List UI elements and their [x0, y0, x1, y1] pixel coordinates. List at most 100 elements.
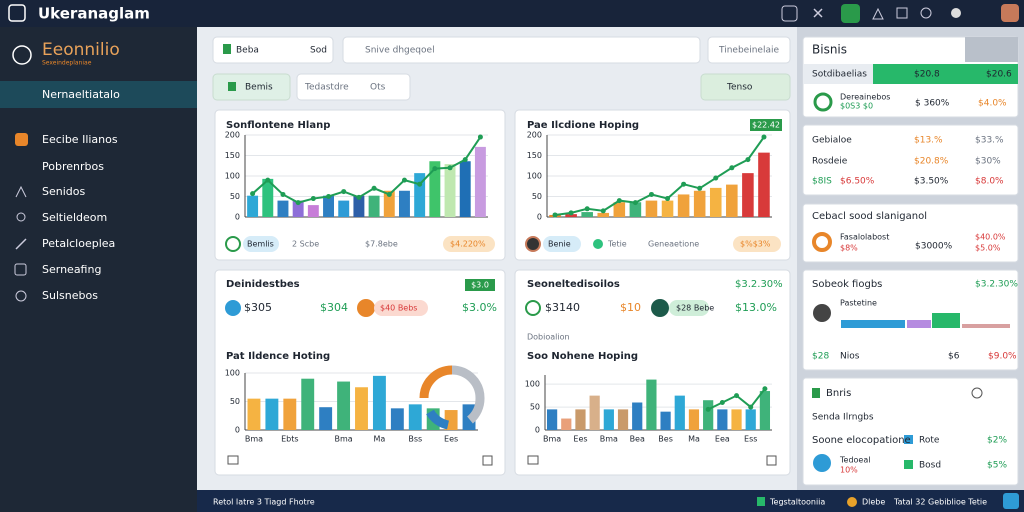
bar	[265, 398, 279, 430]
search[interactable]	[965, 37, 1018, 62]
tab[interactable]	[212, 73, 291, 101]
line-point	[600, 208, 606, 214]
subtitle: Pat Ildence Hoting	[226, 351, 330, 362]
icon[interactable]	[872, 7, 884, 20]
tagline: Sexeindeplaniae	[42, 60, 92, 67]
bar	[645, 200, 658, 217]
filter[interactable]	[296, 73, 411, 101]
bar	[726, 184, 738, 217]
nav-icon	[15, 185, 27, 198]
y-tick-label: 50	[230, 192, 240, 201]
search[interactable]	[342, 36, 701, 64]
stats: $13.0%	[735, 301, 777, 314]
action-button[interactable]	[700, 73, 791, 101]
filter-value: Ots	[370, 83, 386, 93]
icon[interactable]	[1003, 493, 1019, 509]
x-tick-label: Bma	[600, 435, 618, 444]
icon[interactable]	[920, 7, 932, 19]
line-point	[734, 393, 740, 399]
bar	[674, 395, 685, 430]
icon[interactable]	[482, 455, 493, 466]
icon	[225, 236, 241, 252]
icon[interactable]	[951, 8, 961, 18]
title: Sonflontene Hlanp	[226, 120, 330, 131]
icon	[757, 497, 765, 506]
y-tick-label: 0	[535, 426, 540, 435]
avatar[interactable]	[1001, 4, 1019, 22]
bar	[745, 409, 756, 430]
icon[interactable]	[781, 5, 798, 22]
icon	[357, 299, 375, 317]
line-point	[719, 400, 725, 405]
icon[interactable]	[527, 455, 539, 465]
x-tick-label: Bma	[543, 435, 561, 444]
segment	[841, 320, 905, 328]
active-item[interactable]	[0, 81, 197, 108]
icon[interactable]	[896, 7, 908, 19]
footer: $%$3%	[740, 240, 771, 249]
bar	[660, 411, 671, 430]
rows: Rote	[919, 436, 940, 446]
x-tick-label: Bma	[334, 435, 352, 444]
select[interactable]	[212, 36, 334, 64]
metrics: Gebialoe	[812, 136, 852, 146]
items: Seltieldeom	[42, 211, 107, 224]
stats: $10	[620, 301, 641, 314]
count: Tatal 32	[893, 498, 925, 507]
bar	[372, 375, 386, 430]
segment	[962, 324, 1010, 328]
line-point	[705, 406, 711, 412]
line-point	[761, 134, 767, 140]
bar	[717, 409, 728, 430]
search-button[interactable]	[707, 36, 791, 64]
content: 0 50 100 150 200 0 50 100 150 200 0 50 100 Bma Ebts Bma…	[38, 5, 1018, 507]
footer: Benie	[548, 240, 571, 249]
search: Snive dhgeqoel	[365, 46, 435, 56]
bar	[337, 381, 351, 430]
y-tick-label: 200	[527, 131, 542, 140]
icon[interactable]	[227, 455, 239, 465]
line-point	[265, 177, 271, 183]
badge: $22.42	[752, 121, 780, 130]
icon[interactable]	[841, 4, 860, 23]
items: Eecibe Ilianos	[42, 133, 118, 146]
tab-values: $20.8	[914, 70, 940, 80]
card	[802, 124, 1019, 196]
rows: Soone elocopatione	[812, 435, 911, 446]
pill	[669, 300, 709, 316]
change: $4.0%	[978, 99, 1007, 109]
line-point	[417, 181, 423, 187]
icon[interactable]	[766, 455, 777, 466]
bar	[307, 205, 319, 217]
metrics: $8IS	[812, 177, 832, 187]
close-icon[interactable]	[813, 8, 823, 18]
icon[interactable]	[971, 387, 983, 399]
icon	[525, 300, 541, 316]
line-point	[295, 200, 301, 206]
bar	[319, 407, 333, 430]
bar	[283, 398, 297, 430]
icon	[228, 82, 236, 91]
panel	[214, 109, 506, 261]
x-tick-label: Bea	[630, 435, 645, 444]
title: Seoneltedisoilos	[527, 279, 620, 290]
legend-swatch	[904, 460, 913, 469]
bar	[731, 409, 742, 430]
x-tick-label: Ebts	[281, 435, 298, 444]
line-point	[432, 166, 438, 172]
subtitle: Soo Nohene Hoping	[527, 351, 638, 362]
metrics: $13.%	[914, 136, 943, 146]
select-value: Sod	[310, 46, 327, 56]
line-point	[326, 194, 332, 199]
line-point	[386, 191, 392, 197]
line-point	[713, 175, 719, 181]
y-tick-label: 0	[537, 213, 542, 222]
line-point	[356, 194, 362, 200]
icon	[525, 236, 541, 252]
icon	[847, 497, 857, 507]
gauge-arc	[419, 365, 453, 399]
nav-icon	[15, 133, 28, 146]
tab: Bemis	[245, 83, 273, 93]
topbar	[0, 0, 1024, 27]
line-point	[745, 157, 751, 163]
